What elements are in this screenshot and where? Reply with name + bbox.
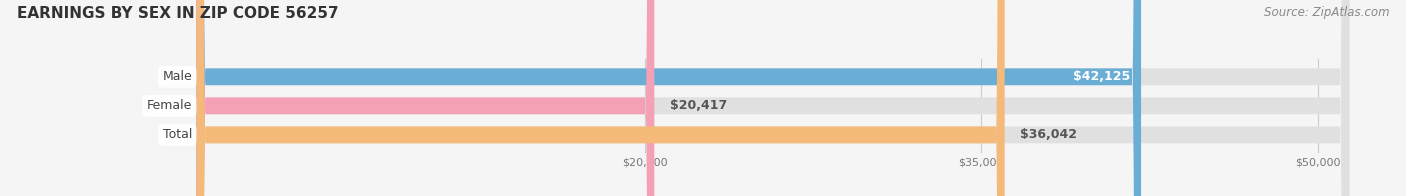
Text: Source: ZipAtlas.com: Source: ZipAtlas.com	[1264, 6, 1389, 19]
Text: Female: Female	[146, 99, 193, 112]
Text: Total: Total	[163, 128, 193, 141]
Text: $20,417: $20,417	[671, 99, 727, 112]
FancyBboxPatch shape	[197, 0, 1142, 196]
Text: EARNINGS BY SEX IN ZIP CODE 56257: EARNINGS BY SEX IN ZIP CODE 56257	[17, 6, 339, 21]
FancyBboxPatch shape	[197, 0, 1350, 196]
Text: $42,125: $42,125	[1073, 70, 1130, 83]
Text: $36,042: $36,042	[1021, 128, 1077, 141]
FancyBboxPatch shape	[197, 0, 1005, 196]
Text: Male: Male	[162, 70, 193, 83]
FancyBboxPatch shape	[197, 0, 1350, 196]
FancyBboxPatch shape	[197, 0, 654, 196]
FancyBboxPatch shape	[197, 0, 1350, 196]
